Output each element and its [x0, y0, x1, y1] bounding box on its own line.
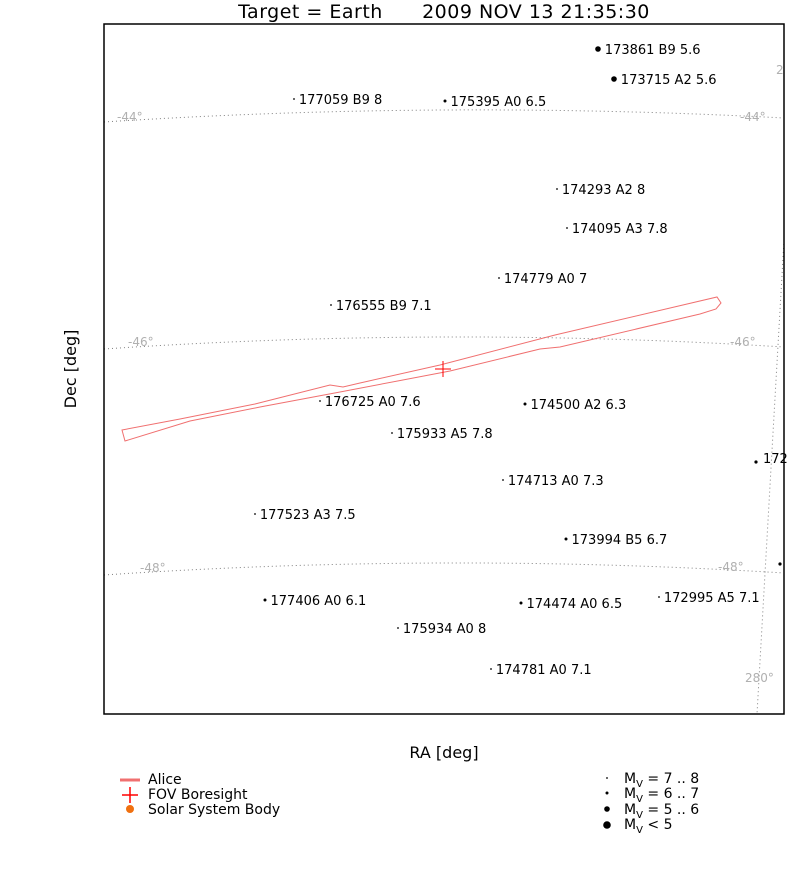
mag-legend-lt5: MV < 5	[624, 817, 673, 836]
mag-5-6-icon	[604, 806, 610, 812]
star-marker	[254, 513, 256, 515]
star-label: 177406 A0 6.1	[271, 594, 367, 609]
clipped-star-label: 172	[763, 452, 788, 467]
clipped-label: 2	[776, 63, 784, 77]
star-label: 174474 A0 6.5	[527, 597, 623, 612]
star-label: 175934 A0 8	[403, 622, 486, 637]
mag-legend-7-8: MV = 7 .. 8	[624, 771, 700, 790]
mag-lt5-icon	[603, 821, 611, 829]
legend-solar-system-body: Solar System Body	[148, 802, 281, 818]
dec-label: -48°	[718, 560, 744, 574]
star-marker	[523, 402, 527, 406]
mag-legend-5-6: MV = 5 .. 6	[624, 802, 700, 821]
star-label: 174500 A2 6.3	[531, 398, 627, 413]
star-label: 174781 A0 7.1	[496, 663, 592, 678]
legend-boresight: FOV Boresight	[148, 787, 248, 803]
star-marker	[611, 76, 617, 82]
star-label: 177059 B9 8	[299, 93, 382, 108]
mag-6-7-icon	[605, 791, 609, 795]
dec-label: -46°	[128, 335, 154, 349]
star-marker	[595, 46, 601, 52]
star-marker	[658, 596, 660, 598]
y-axis-label: Dec [deg]	[61, 330, 80, 409]
star-label: 174095 A3 7.8	[572, 222, 668, 237]
mag-7-8-icon	[606, 777, 608, 779]
clipped-star-marker	[778, 562, 782, 566]
star-marker	[502, 479, 504, 481]
mag-legend-6-7: MV = 6 .. 7	[624, 786, 700, 805]
dec-gridline	[104, 109, 784, 123]
star-marker	[391, 432, 393, 434]
star-marker	[293, 98, 295, 100]
star-label: 174713 A0 7.3	[508, 474, 604, 489]
star-marker	[564, 537, 568, 541]
alice-fov-outline	[121, 296, 722, 442]
ra-gridline	[756, 239, 784, 714]
star-label: 174293 A2 8	[562, 183, 645, 198]
dec-label: -44°	[117, 110, 143, 124]
dec-label: -48°	[140, 561, 166, 575]
clipped-star-marker	[754, 460, 758, 464]
star-marker	[319, 400, 321, 402]
star-label: 175395 A0 6.5	[451, 95, 547, 110]
star-marker	[330, 304, 332, 306]
star-marker	[566, 227, 568, 229]
boresight-legend-icon	[122, 787, 138, 803]
star-marker	[443, 99, 447, 103]
fov-boresight-marker	[435, 361, 451, 377]
star-label: 177523 A3 7.5	[260, 508, 356, 523]
legend-alice: Alice	[148, 772, 182, 788]
star-marker	[556, 188, 558, 190]
star-label: 173994 B5 6.7	[572, 533, 668, 548]
star-label: 175933 A5 7.8	[397, 427, 493, 442]
plot-frame	[103, 23, 785, 715]
star-layer: 173861 B9 5.6 173715 A2 5.6 177059 B9 8 175…	[254, 43, 760, 678]
star-label: 174779 A0 7	[504, 272, 587, 287]
coordinate-grid	[104, 109, 784, 714]
dec-label: -46°	[730, 335, 756, 349]
star-label: 173861 B9 5.6	[605, 43, 701, 58]
star-label: 172995 A5 7.1	[664, 591, 760, 606]
solar-system-body-icon	[126, 805, 134, 813]
star-label: 173715 A2 5.6	[621, 73, 717, 88]
ra-label: 280°	[745, 671, 774, 685]
star-marker	[498, 277, 500, 279]
x-axis-label: RA [deg]	[409, 743, 478, 762]
star-label: 176725 A0 7.6	[325, 395, 421, 410]
star-label: 176555 B9 7.1	[336, 299, 432, 314]
dec-label: -44°	[740, 110, 766, 124]
star-marker	[263, 598, 267, 602]
star-marker	[519, 601, 523, 605]
star-marker	[490, 668, 492, 670]
star-marker	[397, 627, 399, 629]
dec-gridline	[104, 336, 784, 350]
dec-gridline	[104, 562, 784, 576]
chart-title: Target = Earth 2009 NOV 13 21:35:30	[238, 1, 650, 23]
